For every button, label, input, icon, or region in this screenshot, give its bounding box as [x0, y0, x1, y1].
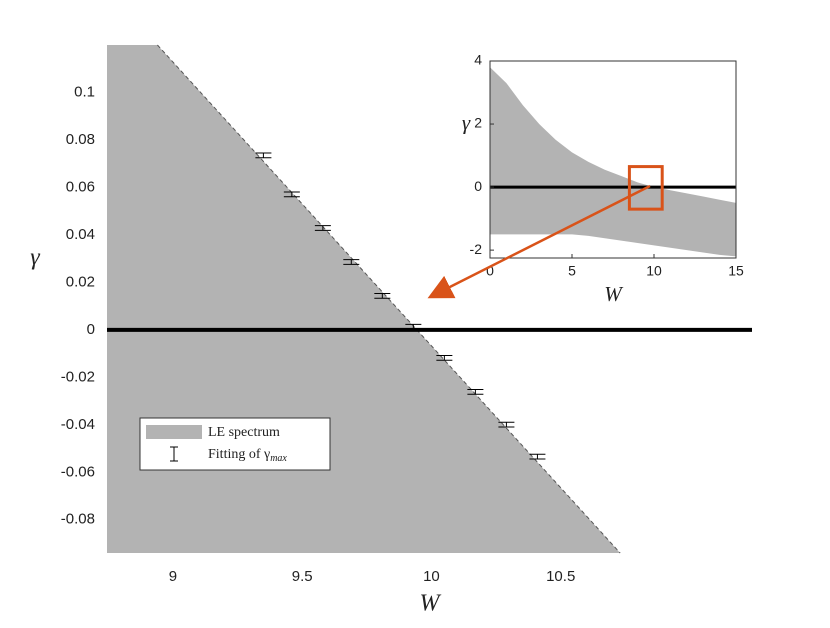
error-bar [374, 293, 391, 299]
error-bar [314, 225, 331, 231]
error-bar [498, 421, 515, 428]
legend-label: Fitting of γmax [208, 447, 287, 464]
y-tick-label: -0.02 [61, 368, 95, 385]
spectrum-edge [157, 44, 621, 554]
x-tick-label: 9 [169, 568, 177, 585]
error-bar [255, 152, 272, 159]
error-bar [283, 191, 300, 198]
y-axis-label: γ [462, 110, 471, 134]
y-tick-label: -0.06 [61, 463, 95, 480]
y-tick-label: -0.04 [61, 416, 95, 433]
x-tick-label: 10 [646, 263, 662, 279]
x-tick-label: 9.5 [292, 568, 313, 585]
y-tick-label: 2 [474, 115, 482, 131]
x-axis-label: W [604, 282, 624, 306]
axes-frame [489, 60, 737, 259]
y-tick-label: -0.08 [61, 511, 95, 528]
zoom-arrow [427, 184, 651, 299]
x-tick-label: 10.5 [546, 568, 575, 585]
y-tick-label: 0 [87, 321, 95, 338]
error-bar [529, 453, 546, 460]
spectrum-area [490, 67, 736, 257]
y-tick-label: 0 [474, 178, 482, 194]
x-tick-label: 0 [486, 263, 494, 279]
legend-label-subscript: max [270, 453, 287, 464]
legend-label-text: Fitting of γ [208, 447, 270, 462]
y-tick-label: 4 [474, 52, 482, 68]
error-bar [343, 259, 360, 265]
x-tick-label: 15 [728, 263, 744, 279]
x-tick-label: 10 [423, 568, 440, 585]
y-axis-label: γ [30, 245, 40, 271]
y-tick-label: 0.1 [74, 83, 95, 100]
y-tick-label: 0.06 [66, 178, 95, 195]
zoom-box [627, 165, 664, 211]
legend-label: LE spectrum [208, 425, 280, 440]
legend-swatch [146, 425, 202, 439]
error-bar [436, 354, 453, 361]
x-tick-label: 5 [568, 263, 576, 279]
x-axis-label: W [420, 591, 442, 617]
error-bar [467, 388, 484, 395]
y-tick-label: -2 [470, 241, 483, 257]
y-tick-label: 0.02 [66, 273, 95, 290]
y-tick-label: 0.08 [66, 131, 95, 148]
y-tick-label: 0.04 [66, 226, 95, 243]
error-bar [405, 323, 422, 330]
